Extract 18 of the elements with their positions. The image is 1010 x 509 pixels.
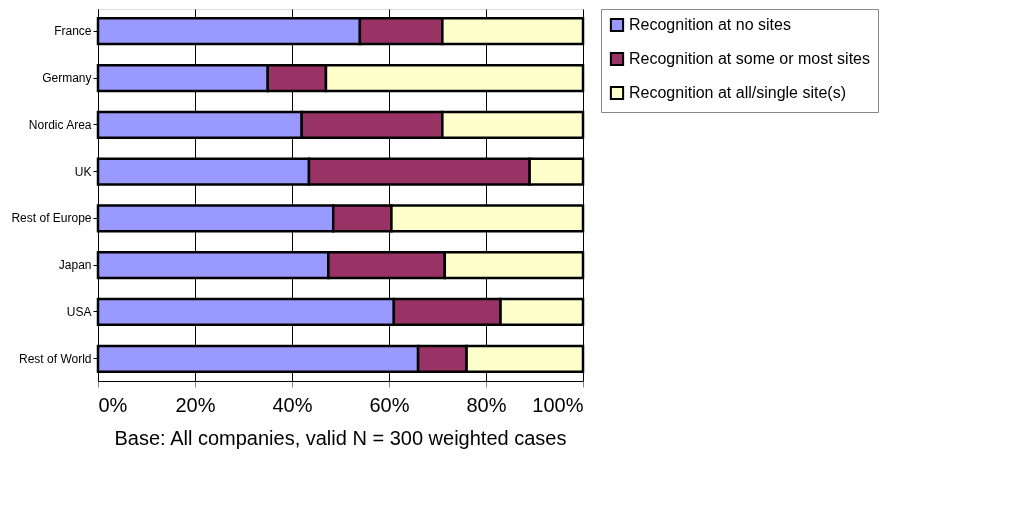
x-tick-label: 0% — [98, 393, 128, 416]
x-tick-label: 20% — [175, 393, 216, 416]
y-tick-label: Rest of Europe — [11, 211, 92, 226]
y-tick-label: France — [54, 24, 92, 39]
y-tick-label: UK — [74, 164, 92, 179]
y-tick-label: Germany — [42, 71, 92, 86]
legend-label: Recognition at all/single site(s) — [629, 84, 846, 101]
text: Base: All companies, valid N = 300 weighted cases — [114, 427, 567, 449]
y-tick-label: Rest of World — [19, 351, 92, 366]
y-tick-label: Nordic Area — [28, 117, 92, 132]
x-tick-label: 100% — [532, 393, 584, 416]
x-tick-label: 80% — [466, 393, 507, 416]
y-tick-label: USA — [66, 304, 92, 319]
legend-label: Recognition at no sites — [629, 16, 791, 33]
y-tick-label: Japan — [58, 258, 92, 273]
x-tick-label: 40% — [272, 393, 313, 416]
legend-label: Recognition at some or most sites — [629, 50, 870, 67]
x-tick-label: 60% — [369, 393, 410, 416]
